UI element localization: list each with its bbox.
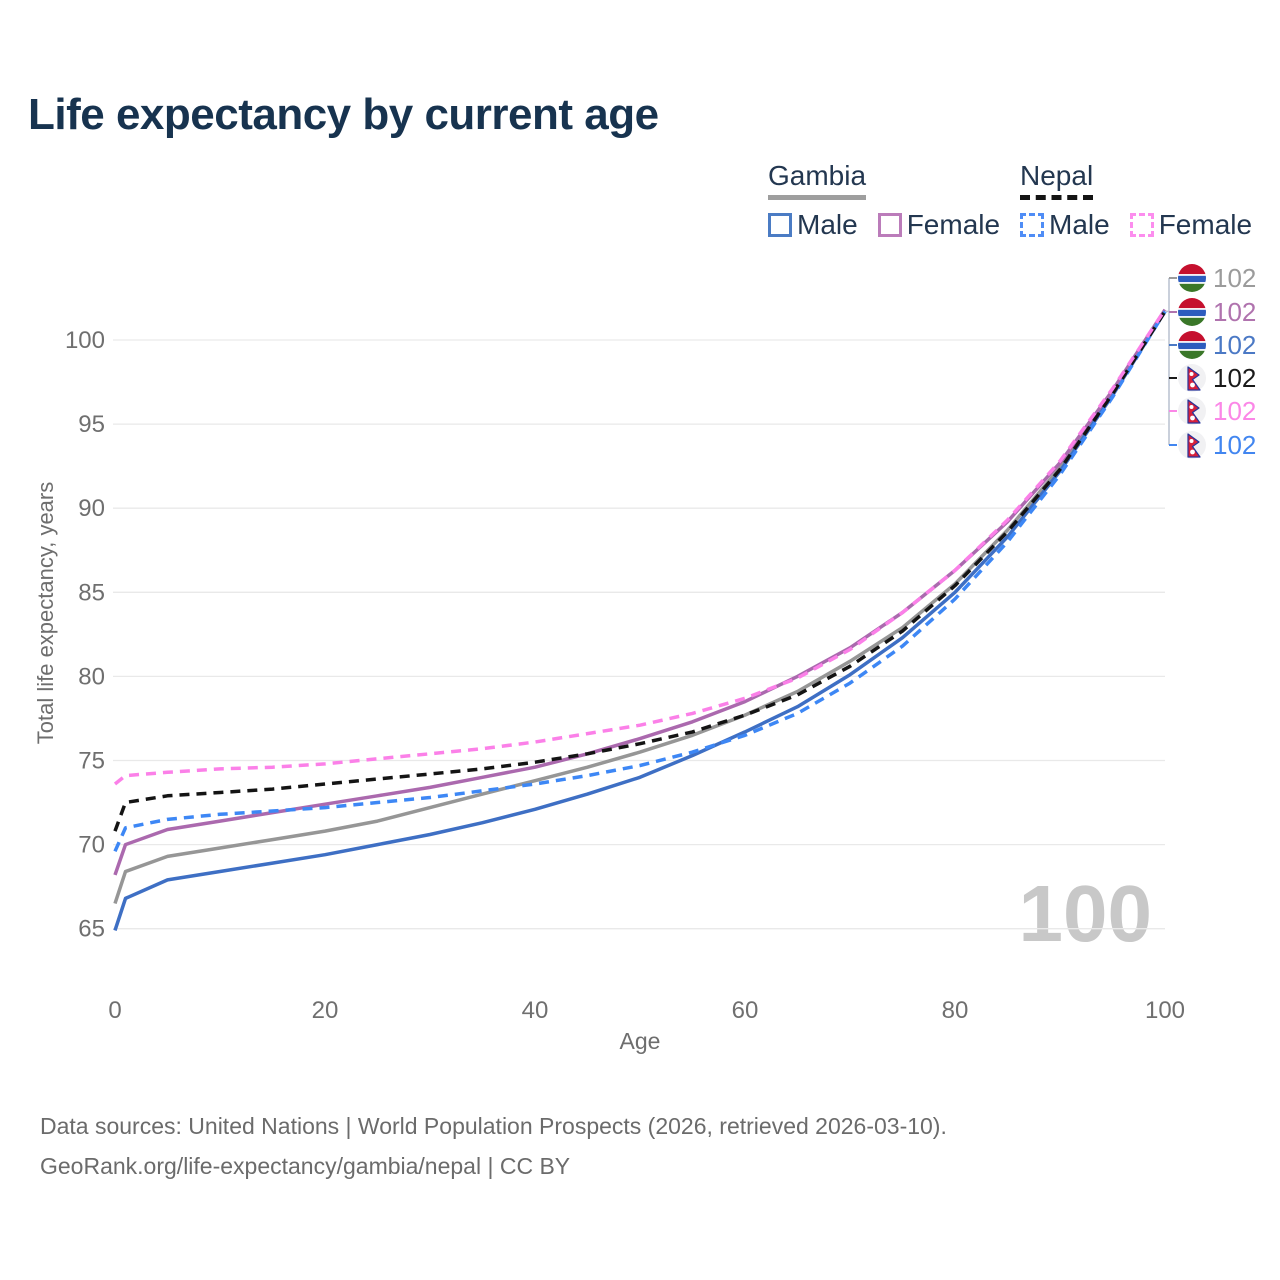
x-tick-label: 100 (1145, 997, 1185, 1024)
y-tick-label: 75 (78, 748, 105, 775)
gambia-flag-icon (1178, 331, 1206, 359)
x-tick-label: 0 (108, 997, 121, 1024)
legend-group-nepal: Nepal Male Female (1020, 160, 1252, 241)
legend-item-label: Female (1158, 209, 1253, 240)
legend-item-label: Male (797, 209, 858, 240)
y-tick-label: 80 (78, 663, 105, 690)
legend-item-label: Male (1049, 209, 1110, 240)
page-title: Life expectancy by current age (28, 90, 659, 139)
x-tick-label: 20 (312, 997, 339, 1024)
end-value-label: 102 (1213, 297, 1256, 327)
gambia-flag-icon (1178, 264, 1206, 292)
y-tick-label: 95 (78, 411, 105, 438)
end-value-label: 102 (1213, 330, 1256, 360)
legend-item-gambia-male[interactable]: Male (768, 209, 858, 241)
data-sources-line: Data sources: United Nations | World Pop… (40, 1113, 947, 1139)
y-tick-label: 70 (78, 832, 105, 859)
nepal-flag-icon (1178, 397, 1206, 425)
x-tick-label: 80 (942, 997, 969, 1024)
legend-item-nepal-female[interactable]: Female (1129, 209, 1253, 241)
line-swatch-nepal-female (1129, 213, 1154, 237)
nepal-flag-icon (1178, 364, 1206, 392)
end-value-label: 102 (1213, 263, 1256, 293)
legend-item-label: Female (906, 209, 1001, 240)
legend-item-nepal-male[interactable]: Male (1020, 209, 1110, 241)
series-line-gambia-male[interactable] (113, 310, 1167, 931)
x-axis-title: Age (619, 1028, 661, 1054)
series-line-gambia-both-sexes[interactable] (113, 310, 1167, 905)
legend-country-nepal: Nepal (1020, 160, 1094, 200)
y-tick-label: 65 (78, 916, 105, 943)
line-swatch-nepal-male (1020, 213, 1044, 237)
end-label-connectors (1165, 277, 1177, 446)
attribution-line: GeoRank.org/life-expectancy/gambia/nepal… (40, 1153, 571, 1179)
footer: Data sources: United Nations | World Pop… (40, 1106, 1240, 1186)
series-line-nepal-male[interactable] (113, 310, 1167, 853)
end-value-label: 102 (1213, 396, 1256, 426)
gambia-flag-icon (1178, 298, 1206, 326)
series-line-nepal-both-sexes[interactable] (113, 310, 1167, 832)
line-swatch-gambia-male (768, 213, 792, 237)
age-counter-watermark: 100 (1018, 869, 1152, 958)
legend-group-gambia: Gambia Male Female (768, 160, 1000, 241)
end-value-label: 102 (1213, 363, 1256, 393)
legend-country-gambia: Gambia (768, 160, 867, 200)
nepal-flag-icon (1178, 431, 1206, 459)
y-tick-label: 85 (78, 579, 105, 606)
line-swatch-gambia-female (877, 213, 902, 237)
legend-item-gambia-female[interactable]: Female (877, 209, 1001, 241)
series-line-nepal-female[interactable] (113, 308, 1167, 786)
x-tick-label: 60 (732, 997, 759, 1024)
end-value-label: 102 (1213, 430, 1256, 460)
x-tick-label: 40 (522, 997, 549, 1024)
y-axis-title: Total life expectancy, years (33, 481, 58, 745)
y-tick-label: 100 (65, 327, 105, 354)
gridlines: 65 70 75 80 85 90 95 100 0 20 40 60 80 100 (65, 327, 1185, 1024)
y-tick-label: 90 (78, 495, 105, 522)
